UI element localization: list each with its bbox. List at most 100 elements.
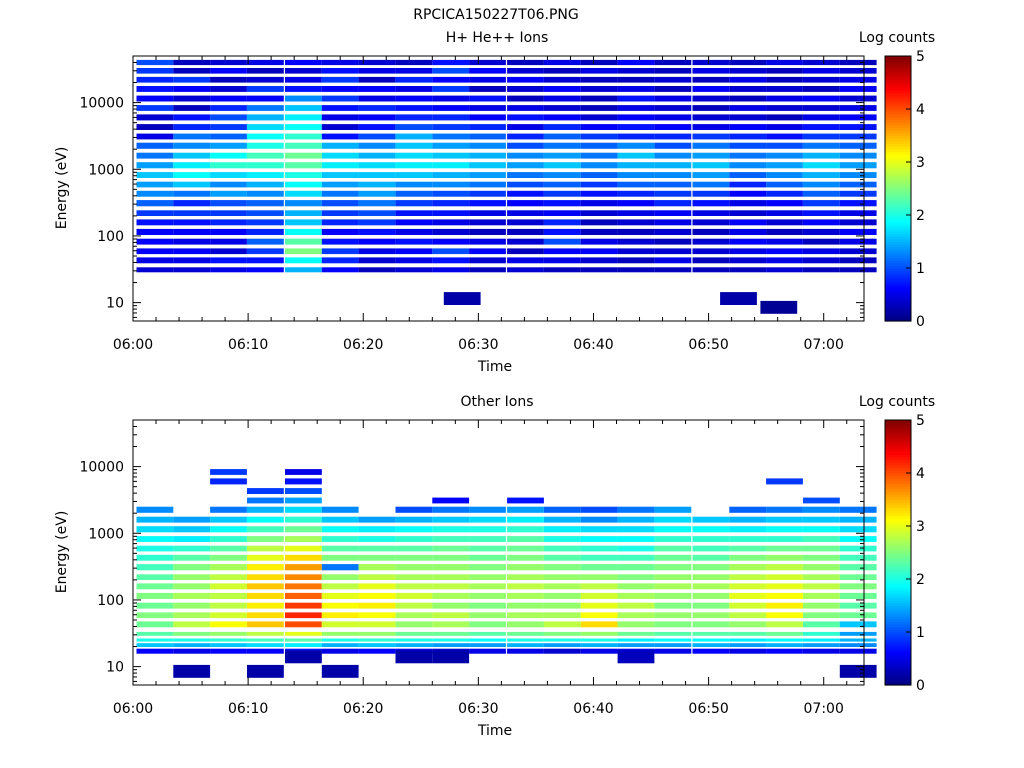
panel-other-ions-ytick-label: 1000 — [88, 526, 124, 542]
panel-h-ions-cell — [210, 152, 247, 159]
panel-h-ions-cell — [507, 190, 544, 197]
panel-other-ions-cell — [285, 621, 322, 628]
panel-h-ions-cell — [803, 219, 840, 226]
panel-h-ions-colorbar-step — [885, 183, 911, 187]
panel-h-ions-cell — [654, 210, 692, 216]
panel-other-ions-cell — [395, 602, 433, 609]
panel-other-ions-cell — [210, 631, 247, 636]
panel-h-ions-cell — [469, 105, 506, 111]
panel-other-ions-cell — [580, 621, 618, 628]
panel-other-ions-cell — [507, 638, 544, 642]
panel-h-ions-cell — [654, 172, 692, 178]
panel-h-ions-cell — [654, 257, 692, 264]
panel-other-ions-xtick-label: 06:20 — [343, 701, 383, 717]
panel-other-ions-cell — [580, 583, 618, 590]
panel-h-ions-cell — [729, 76, 767, 83]
panel-h-ions-cell — [173, 86, 211, 92]
panel-h-ions-cell — [469, 267, 506, 273]
panel-h-ions-colorbar-tick-label: 5 — [916, 49, 925, 65]
panel-other-ions-cell — [247, 564, 284, 571]
panel-h-ions-colorbar-step — [885, 98, 911, 102]
panel-h-ions-cell — [839, 76, 877, 83]
panel-other-ions-cell — [395, 564, 433, 571]
panel-other-ions-cell — [544, 545, 581, 552]
panel-h-ions-cell — [654, 152, 692, 159]
panel-h-ions-cell — [432, 142, 470, 149]
panel-other-ions-colorbar: 0 1 2 3 4 5 — [884, 413, 925, 694]
panel-h-ions-cell — [358, 172, 396, 178]
panel-other-ions-cell — [173, 648, 211, 654]
panel-other-ions-colorbar-step — [885, 435, 911, 440]
panel-other-ions-cell — [247, 638, 284, 642]
panel-other-ions-cell — [247, 574, 284, 580]
panel-h-ions-cell — [210, 172, 247, 178]
panel-other-ions-cell — [469, 516, 506, 523]
panel-h-ions-colorbar-step — [885, 122, 911, 126]
panel-other-ions-cell — [729, 536, 767, 542]
panel-other-ions-cell — [803, 592, 840, 599]
panel-other-ions-cell — [729, 648, 767, 654]
panel-h-ions-cell — [285, 267, 322, 273]
panel-h-ions-colorbar-step — [885, 159, 911, 163]
panel-h-ions-cell — [432, 228, 470, 235]
panel-other-ions-colorbar-step — [885, 459, 911, 463]
panel-h-ions-cell — [617, 95, 655, 102]
panel-other-ions-cell — [617, 631, 655, 636]
panel-h-ions-cell — [173, 238, 211, 245]
panel-other-ions-cell — [839, 638, 877, 642]
panel-other-ions-cell — [803, 638, 840, 642]
panel-other-ions-colorbar-step — [885, 624, 911, 628]
panel-other-ions-cell — [285, 612, 322, 619]
panel-h-ions-cell — [507, 95, 544, 102]
panel-h-ions-cell — [173, 59, 211, 66]
panel-other-ions-cell — [136, 564, 174, 571]
panel-h-ions-colorbar-step — [885, 132, 911, 137]
panel-other-ions-cell — [507, 574, 544, 580]
panel-h-ions-colorbar-step — [885, 201, 911, 205]
panel-other-ions-cell — [692, 631, 730, 636]
panel-h-ions-cell — [247, 152, 284, 159]
panel-other-ions-colorbar-step — [885, 528, 911, 532]
panel-h-ions-colorbar-step — [885, 56, 911, 60]
panel-other-ions-cell — [285, 488, 322, 494]
panel-h-ions-colorbar-step — [885, 156, 911, 160]
panel-h-ions-cell — [692, 105, 730, 111]
panel-h-ions-cell — [358, 200, 396, 207]
panel-h-ions-colorbar-step — [885, 116, 911, 121]
panel-h-ions-cell — [173, 181, 211, 188]
panel-h-ions-colorbar-step — [885, 265, 911, 269]
panel-h-ions-cell — [432, 162, 470, 169]
panel-h-ions-cell — [469, 68, 506, 74]
panel-other-ions-colorbar-step — [885, 581, 911, 585]
panel-h-ions-cell — [617, 142, 655, 149]
panel-h-ions-cell — [136, 142, 174, 149]
panel-h-ions-cell — [803, 162, 840, 169]
panel-h-ions-cell — [321, 228, 359, 235]
panel-other-ions-cell — [692, 516, 730, 523]
panel-other-ions-colorbar-step — [885, 642, 911, 646]
panel-other-ions-cell — [136, 554, 174, 561]
panel-h-ions-colorbar-step — [885, 273, 911, 277]
panel-other-ions-cell — [729, 612, 767, 619]
panel-h-ions-cell — [617, 228, 655, 235]
panel-h-ions-cell — [358, 238, 396, 245]
panel-h-ions-colorbar-step — [885, 109, 911, 113]
panel-other-ions-cell — [136, 638, 174, 642]
panel-other-ions-cell — [729, 574, 767, 580]
panel-h-ions-cell — [432, 267, 470, 273]
panel-h-ions-cell — [580, 172, 618, 178]
panel-h-ions-colorbar-step — [885, 315, 911, 319]
panel-other-ions-cell — [432, 650, 470, 664]
panel-h-ions-cell — [729, 124, 767, 130]
panel-other-ions-cell — [839, 664, 877, 678]
panel-h-ions-cell — [210, 133, 247, 140]
panel-h-ions-colorbar-step — [885, 257, 911, 261]
panel-other-ions-colorbar-step — [885, 568, 911, 572]
panel-h-ions-cell — [469, 152, 506, 159]
panel-other-ions-cell — [580, 516, 618, 523]
panel-other-ions-colorbar-step — [885, 531, 911, 535]
panel-other-ions-cell — [839, 612, 877, 619]
panel-other-ions-cell — [580, 643, 618, 647]
panel-other-ions-cell — [839, 631, 877, 636]
panel-other-ions-cell — [507, 526, 544, 533]
